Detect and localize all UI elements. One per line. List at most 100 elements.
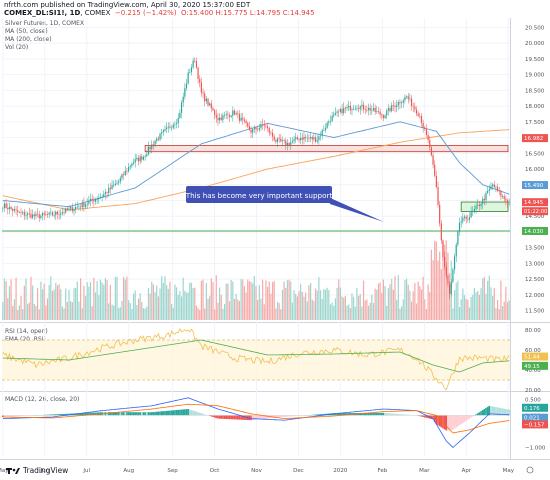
volume-bar <box>93 277 95 320</box>
candle-body <box>367 107 370 111</box>
candle-body <box>331 115 333 122</box>
macd-histogram-bar <box>503 408 506 416</box>
volume-bar <box>444 244 446 320</box>
macd-histogram-bar <box>58 414 60 416</box>
macd-histogram-bar <box>276 415 279 418</box>
macd-tag <box>522 420 548 429</box>
candle-body <box>424 127 426 129</box>
volume-bar <box>376 289 378 320</box>
macd-histogram-bar <box>463 415 466 422</box>
candle-body <box>131 163 133 166</box>
macd-histogram-bar <box>432 415 434 420</box>
macd-histogram-bar <box>362 412 365 416</box>
volume-bar <box>348 304 350 320</box>
macd-histogram-bar <box>11 415 14 417</box>
candle-body <box>172 124 174 128</box>
volume-bar <box>109 284 111 320</box>
candle-body <box>15 209 17 211</box>
macd-histogram-bar <box>93 412 95 416</box>
volume-bar <box>46 298 49 320</box>
candle-body <box>177 118 179 124</box>
volume-bar <box>328 290 330 320</box>
volume-bar <box>106 279 108 320</box>
candle-body <box>56 211 59 215</box>
candle-body <box>281 140 284 142</box>
volume-bar <box>415 303 418 320</box>
macd-histogram <box>2 405 510 431</box>
volume-bar <box>60 289 62 320</box>
macd-histogram-bar <box>134 412 137 416</box>
volume-bar <box>263 304 265 320</box>
candle-body <box>266 126 269 129</box>
macd-histogram-bar <box>366 412 368 416</box>
candle-body <box>296 137 298 140</box>
volume-bar <box>280 309 282 320</box>
macd-histogram-bar <box>170 410 173 416</box>
volume-bar <box>209 295 211 320</box>
macd-histogram-bar <box>20 415 22 417</box>
volume-bar <box>131 308 133 320</box>
candle-body <box>493 184 495 188</box>
volume-bar <box>99 279 102 320</box>
volume-bar <box>129 303 131 320</box>
candle-body <box>437 186 439 205</box>
candle-body <box>38 214 40 219</box>
candle-body <box>209 103 211 106</box>
volume-bar <box>70 301 72 320</box>
volume-bar <box>381 292 383 320</box>
macd-histogram-bar <box>371 412 373 416</box>
volume-bar <box>197 308 199 320</box>
candle-body <box>333 114 335 116</box>
candle-body <box>118 181 120 183</box>
candle-body <box>425 128 428 135</box>
volume-bar <box>152 284 155 320</box>
macd-histogram-bar <box>485 407 487 416</box>
volume-bar <box>190 282 193 320</box>
volume-bar <box>495 308 497 320</box>
volume-bar <box>432 260 434 320</box>
candle-body <box>389 108 391 112</box>
macd-histogram-bar <box>468 415 471 419</box>
volume-bar <box>212 282 214 320</box>
macd-histogram-bar <box>435 415 438 425</box>
candle-body <box>455 244 457 257</box>
candle-body <box>190 67 193 73</box>
macd-histogram-bar <box>21 415 24 416</box>
y-tick-label: 20.000 <box>525 41 545 47</box>
volume-bar <box>151 281 153 320</box>
volume-bar <box>477 290 479 320</box>
volume-bar <box>63 308 65 320</box>
volume-bar <box>136 305 138 320</box>
macd-histogram-bar <box>422 415 424 417</box>
volume-bar <box>123 277 125 320</box>
x-tick-label: Jul <box>82 468 90 474</box>
candle-body <box>195 61 198 68</box>
candle-body <box>169 126 171 128</box>
macd-histogram-bar <box>430 415 433 419</box>
volume-bar <box>356 287 358 320</box>
candle-body <box>414 106 416 110</box>
volume-bar <box>189 282 191 320</box>
volume-bar <box>162 283 164 320</box>
candle-body <box>319 135 322 137</box>
macd-histogram-bar <box>217 415 219 419</box>
y-tick-label: 18.000 <box>525 104 545 110</box>
candle-body <box>23 211 25 216</box>
macd-histogram-bar <box>280 415 282 418</box>
macd-histogram-bar <box>425 415 428 418</box>
candle-body <box>293 139 295 142</box>
candle-body <box>247 123 249 126</box>
macd-histogram-bar <box>447 415 449 431</box>
candle-body <box>470 212 472 218</box>
volume-bar <box>425 309 428 320</box>
macd-histogram-bar <box>399 414 401 416</box>
volume-bar <box>146 306 148 320</box>
macd-histogram-bar <box>240 415 242 420</box>
candle-body <box>235 113 237 115</box>
volume-bar <box>339 287 341 320</box>
y-tick-label: 11.500 <box>525 309 545 315</box>
macd-histogram-bar <box>380 412 383 416</box>
volume-bar <box>275 308 277 320</box>
volume-bar <box>73 288 75 320</box>
